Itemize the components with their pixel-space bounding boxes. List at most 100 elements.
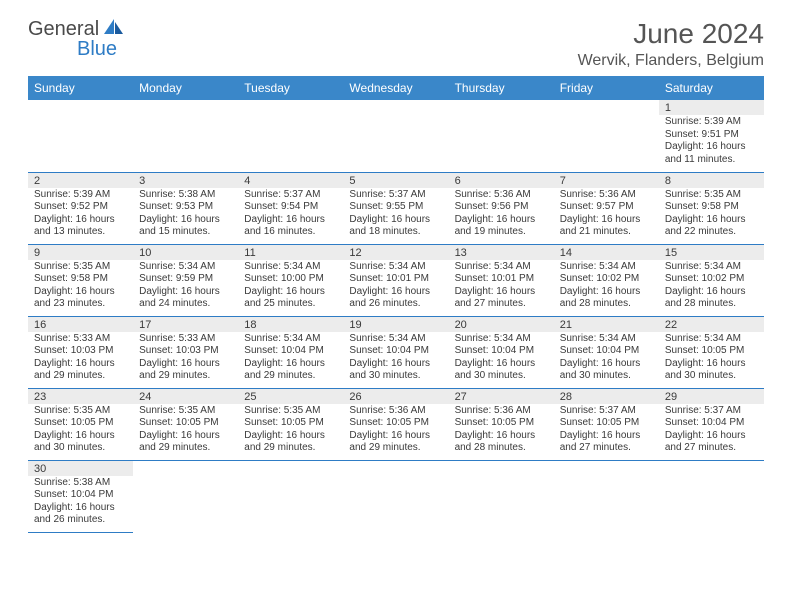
day-number: 7 [554,173,659,188]
calendar-cell: 9Sunrise: 5:35 AMSunset: 9:58 PMDaylight… [28,244,133,316]
sunrise-text: Sunrise: 5:35 AM [665,189,758,202]
daylight-line1: Daylight: 16 hours [665,141,758,154]
sunset-text: Sunset: 10:04 PM [455,345,548,358]
day-number: 1 [659,100,764,115]
sunrise-text: Sunrise: 5:36 AM [455,405,548,418]
calendar-cell: 8Sunrise: 5:35 AMSunset: 9:58 PMDaylight… [659,172,764,244]
day-number: 12 [343,245,448,260]
sunrise-text: Sunrise: 5:35 AM [34,405,127,418]
day-number: 16 [28,317,133,332]
calendar-body: 1Sunrise: 5:39 AMSunset: 9:51 PMDaylight… [28,100,764,532]
calendar-cell: 6Sunrise: 5:36 AMSunset: 9:56 PMDaylight… [449,172,554,244]
sunrise-text: Sunrise: 5:37 AM [665,405,758,418]
daylight-line2: and 26 minutes. [34,514,127,527]
sunrise-text: Sunrise: 5:34 AM [665,261,758,274]
daylight-line1: Daylight: 16 hours [34,286,127,299]
daylight-line1: Daylight: 16 hours [244,286,337,299]
daylight-line2: and 30 minutes. [665,370,758,383]
calendar-week: 9Sunrise: 5:35 AMSunset: 9:58 PMDaylight… [28,244,764,316]
calendar-cell [28,100,133,172]
logo: General Blue [28,18,125,41]
day-data: Sunrise: 5:35 AMSunset: 10:05 PMDaylight… [133,404,238,458]
sunset-text: Sunset: 10:03 PM [139,345,232,358]
day-data: Sunrise: 5:34 AMSunset: 10:04 PMDaylight… [449,332,554,386]
day-number: 8 [659,173,764,188]
daylight-line1: Daylight: 16 hours [560,430,653,443]
calendar-cell [659,460,764,532]
day-number: 20 [449,317,554,332]
calendar-cell: 15Sunrise: 5:34 AMSunset: 10:02 PMDaylig… [659,244,764,316]
daylight-line1: Daylight: 16 hours [665,214,758,227]
sunrise-text: Sunrise: 5:37 AM [244,189,337,202]
day-number: 28 [554,389,659,404]
sunrise-text: Sunrise: 5:39 AM [34,189,127,202]
daylight-line1: Daylight: 16 hours [665,286,758,299]
calendar-cell: 25Sunrise: 5:35 AMSunset: 10:05 PMDaylig… [238,388,343,460]
day-data: Sunrise: 5:35 AMSunset: 9:58 PMDaylight:… [659,188,764,242]
sunset-text: Sunset: 9:58 PM [34,273,127,286]
sunrise-text: Sunrise: 5:33 AM [139,333,232,346]
daylight-line2: and 27 minutes. [455,298,548,311]
day-number: 27 [449,389,554,404]
daylight-line2: and 29 minutes. [139,442,232,455]
day-data: Sunrise: 5:33 AMSunset: 10:03 PMDaylight… [133,332,238,386]
day-number: 10 [133,245,238,260]
day-header: Wednesday [343,76,448,100]
daylight-line2: and 23 minutes. [34,298,127,311]
daylight-line2: and 24 minutes. [139,298,232,311]
day-data: Sunrise: 5:35 AMSunset: 10:05 PMDaylight… [238,404,343,458]
daylight-line1: Daylight: 16 hours [34,502,127,515]
day-data: Sunrise: 5:34 AMSunset: 10:04 PMDaylight… [554,332,659,386]
daylight-line1: Daylight: 16 hours [34,430,127,443]
sunset-text: Sunset: 10:04 PM [244,345,337,358]
sunrise-text: Sunrise: 5:34 AM [665,333,758,346]
calendar-cell [343,460,448,532]
daylight-line2: and 28 minutes. [665,298,758,311]
day-data: Sunrise: 5:34 AMSunset: 10:02 PMDaylight… [554,260,659,314]
sunset-text: Sunset: 10:05 PM [349,417,442,430]
day-header: Friday [554,76,659,100]
sunset-text: Sunset: 9:53 PM [139,201,232,214]
calendar-cell: 12Sunrise: 5:34 AMSunset: 10:01 PMDaylig… [343,244,448,316]
day-data: Sunrise: 5:36 AMSunset: 10:05 PMDaylight… [449,404,554,458]
daylight-line2: and 30 minutes. [560,370,653,383]
calendar-cell: 14Sunrise: 5:34 AMSunset: 10:02 PMDaylig… [554,244,659,316]
calendar-week: 1Sunrise: 5:39 AMSunset: 9:51 PMDaylight… [28,100,764,172]
sunset-text: Sunset: 9:55 PM [349,201,442,214]
day-number: 3 [133,173,238,188]
day-number: 6 [449,173,554,188]
sunrise-text: Sunrise: 5:34 AM [455,261,548,274]
day-number: 29 [659,389,764,404]
calendar-cell: 28Sunrise: 5:37 AMSunset: 10:05 PMDaylig… [554,388,659,460]
day-data: Sunrise: 5:34 AMSunset: 10:02 PMDaylight… [659,260,764,314]
day-data: Sunrise: 5:35 AMSunset: 9:58 PMDaylight:… [28,260,133,314]
sunrise-text: Sunrise: 5:34 AM [244,333,337,346]
daylight-line2: and 29 minutes. [349,442,442,455]
calendar-cell: 18Sunrise: 5:34 AMSunset: 10:04 PMDaylig… [238,316,343,388]
calendar-cell [449,460,554,532]
daylight-line1: Daylight: 16 hours [560,214,653,227]
daylight-line1: Daylight: 16 hours [455,358,548,371]
sunset-text: Sunset: 10:04 PM [34,489,127,502]
calendar-cell [343,100,448,172]
sunset-text: Sunset: 9:54 PM [244,201,337,214]
daylight-line1: Daylight: 16 hours [665,358,758,371]
daylight-line1: Daylight: 16 hours [349,358,442,371]
daylight-line2: and 27 minutes. [560,442,653,455]
daylight-line2: and 29 minutes. [244,442,337,455]
calendar-cell: 13Sunrise: 5:34 AMSunset: 10:01 PMDaylig… [449,244,554,316]
day-data: Sunrise: 5:34 AMSunset: 10:01 PMDaylight… [449,260,554,314]
day-number: 2 [28,173,133,188]
daylight-line1: Daylight: 16 hours [349,214,442,227]
day-number: 25 [238,389,343,404]
daylight-line1: Daylight: 16 hours [244,214,337,227]
daylight-line2: and 29 minutes. [244,370,337,383]
sunrise-text: Sunrise: 5:34 AM [349,333,442,346]
calendar-cell: 10Sunrise: 5:34 AMSunset: 9:59 PMDayligh… [133,244,238,316]
sunset-text: Sunset: 10:04 PM [665,417,758,430]
sunrise-text: Sunrise: 5:35 AM [34,261,127,274]
daylight-line1: Daylight: 16 hours [244,358,337,371]
daylight-line2: and 28 minutes. [560,298,653,311]
calendar-cell: 30Sunrise: 5:38 AMSunset: 10:04 PMDaylig… [28,460,133,532]
calendar-week: 2Sunrise: 5:39 AMSunset: 9:52 PMDaylight… [28,172,764,244]
